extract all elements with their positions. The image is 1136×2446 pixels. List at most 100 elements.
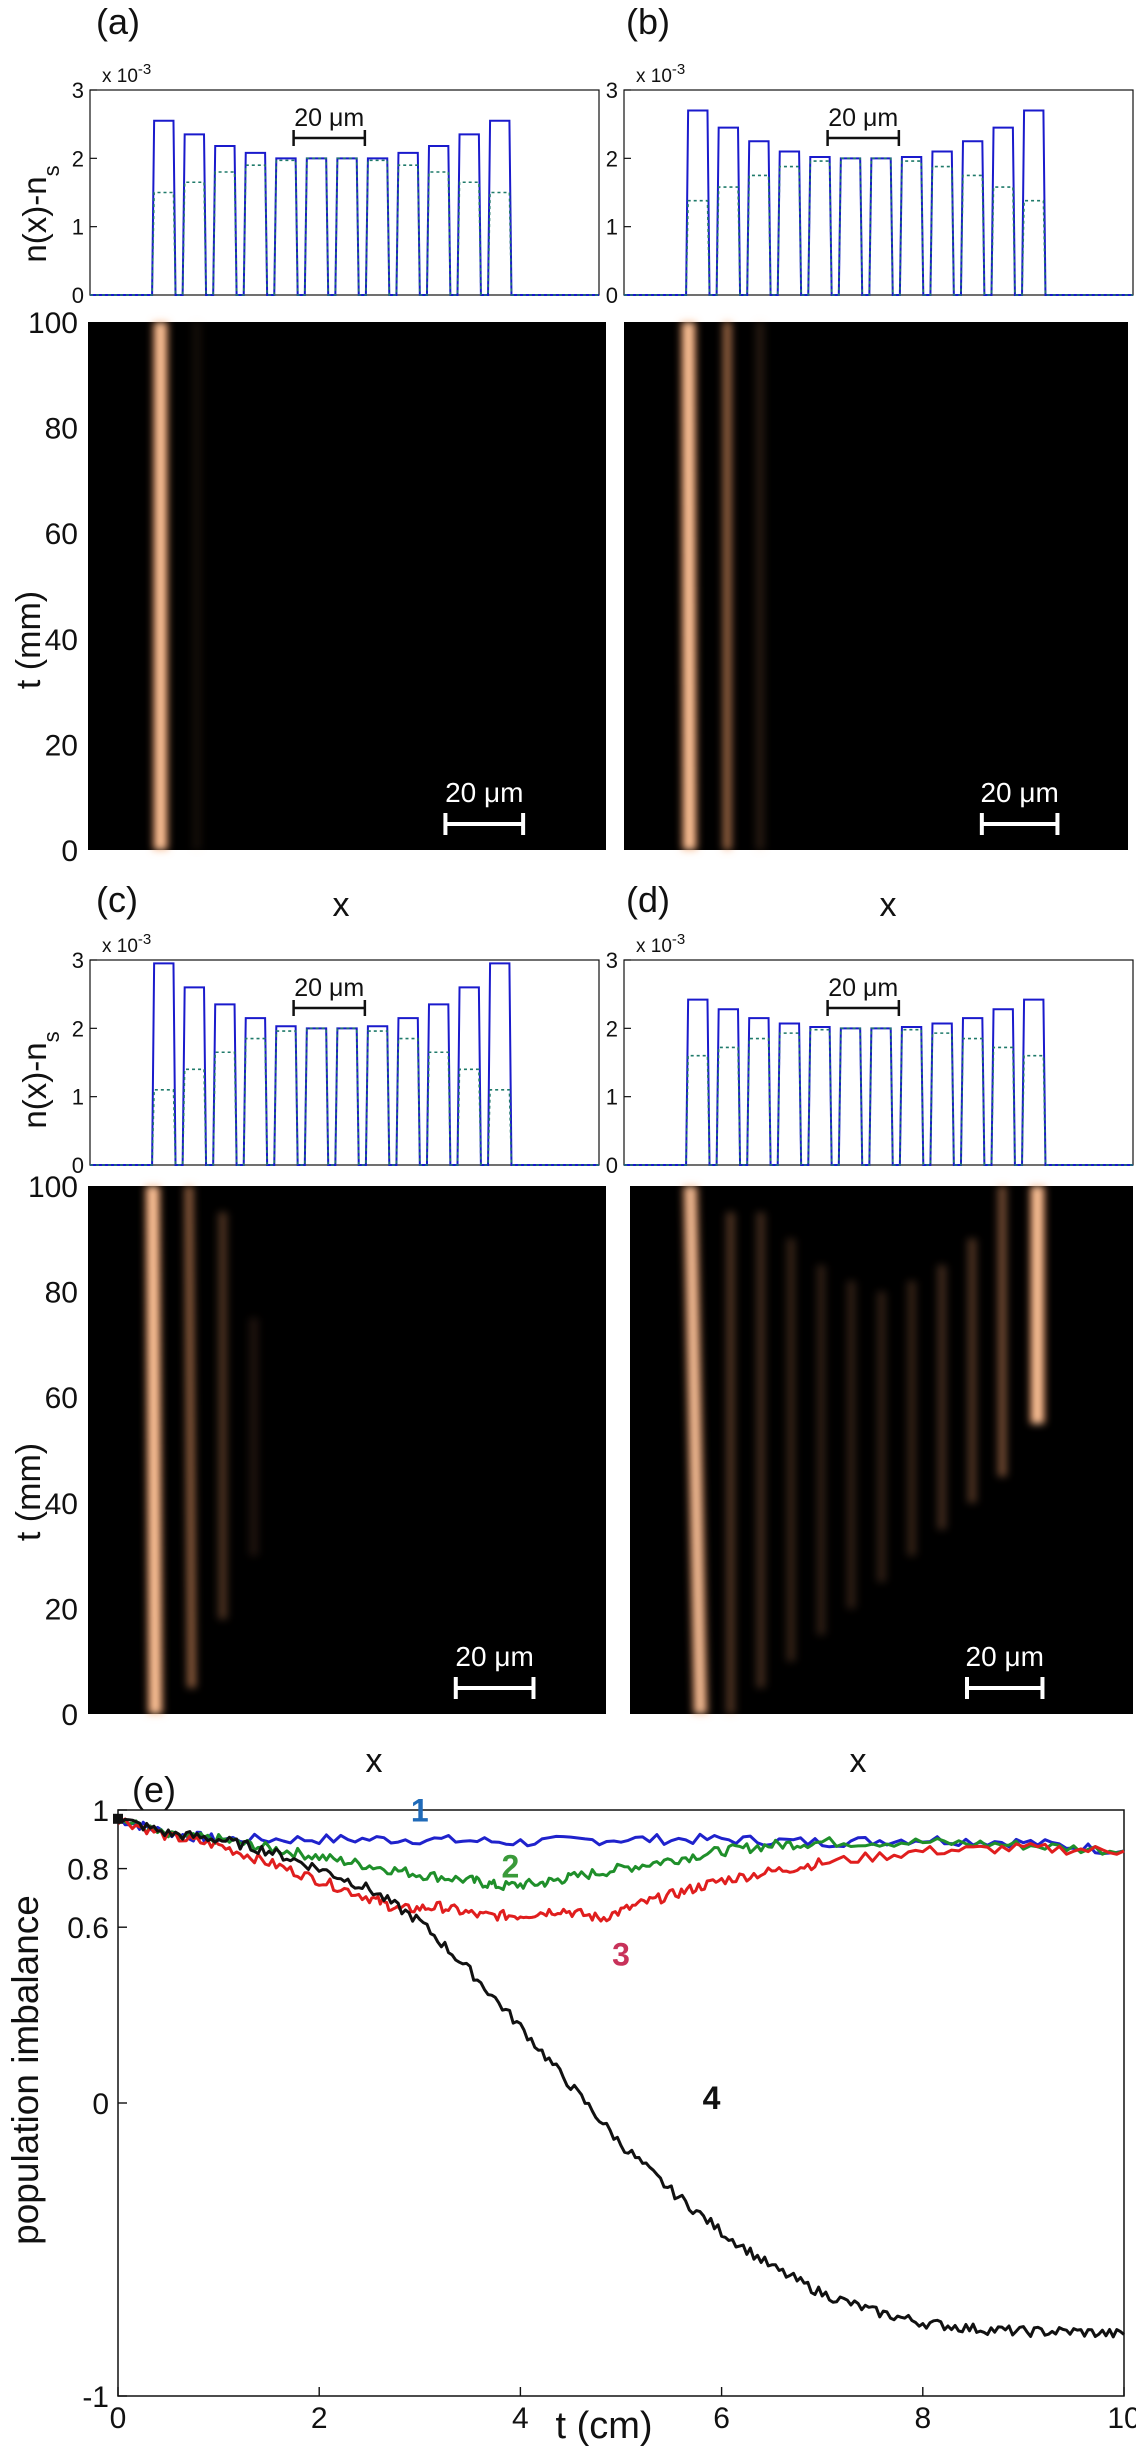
imbalance-series-2-line bbox=[116, 1817, 1125, 1891]
heatmap-b-heat-beam-3 bbox=[755, 322, 765, 850]
profile-a-ytick-label: 3 bbox=[72, 78, 84, 103]
heatmap-a-heat: 0 20 40 60 80 100 20 μm bbox=[28, 307, 606, 868]
panel-label-e: (e) bbox=[132, 1769, 176, 1810]
profile-b-exponent-power: -3 bbox=[672, 61, 685, 78]
imbalance-series-4-line bbox=[117, 1817, 1125, 2339]
heatmap-b-heat-beam-1-core bbox=[685, 322, 693, 850]
heatmap-c-heat-ytick-label: 20 bbox=[45, 1593, 78, 1626]
heatmap-c-heat-ytick-label: 0 bbox=[61, 1699, 78, 1732]
heatmap-d-heat-beam-11 bbox=[997, 1186, 1007, 1477]
panel-label-d: (d) bbox=[626, 879, 670, 920]
profile-a-ytick-label: 0 bbox=[72, 283, 84, 308]
profile-c: 0 1 2 3 x 10-3 20 μm bbox=[72, 931, 600, 1178]
heatmap-d-heat-beam-4 bbox=[786, 1238, 796, 1662]
profile-a-exponent-base: x 10 bbox=[102, 66, 138, 87]
heatmap-a-heat-ytick-label: 20 bbox=[45, 729, 78, 762]
heat-c-xlabel-upper: x bbox=[333, 886, 350, 924]
profile-b-exponent: x 10-3 bbox=[636, 61, 685, 87]
heatmap-a-heat-background bbox=[88, 322, 606, 850]
imbalance-xtick-label: 6 bbox=[713, 2402, 730, 2435]
profile-d-exponent-base: x 10 bbox=[636, 936, 672, 957]
heatmap-c-heat-ytick-label: 40 bbox=[45, 1488, 78, 1521]
heatmap-a-heat-ytick-label: 0 bbox=[61, 835, 78, 868]
panel-label-b: (b) bbox=[626, 1, 670, 42]
profile-a-ylabel: n(x)-ns bbox=[16, 165, 64, 262]
imbalance-xtick-label: 10 bbox=[1107, 2402, 1136, 2435]
heatmap-a-heat-ytick-label: 60 bbox=[45, 518, 78, 551]
profile-d-scale-label: 20 μm bbox=[828, 974, 898, 1002]
profile-b-solid-line bbox=[624, 109, 1133, 296]
profile-a-exponent: x 10-3 bbox=[102, 61, 151, 87]
heatmap-b-heat-beams bbox=[681, 322, 765, 850]
heatmap-a-heat-beam-1-core bbox=[157, 322, 164, 850]
imbalance-ytick-label: 0 bbox=[92, 2088, 109, 2121]
profile-c-ytick-label: 3 bbox=[72, 948, 84, 973]
profile-c-ylabel-main: n(x)-n bbox=[16, 1042, 53, 1128]
heat-d-xlabel-upper: x bbox=[880, 886, 897, 924]
profile-c-ylabel: n(x)-ns bbox=[16, 1031, 64, 1128]
heatmap-c-heat-scale-label: 20 μm bbox=[455, 1641, 533, 1672]
imbalance-start-marker bbox=[113, 1813, 123, 1824]
profile-a-ytick-label: 1 bbox=[72, 215, 84, 240]
profile-a-ytick-label: 2 bbox=[72, 146, 84, 171]
heatmap-a-heat-ytick-label: 100 bbox=[28, 307, 78, 340]
profile-b: 0 1 2 3 x 10-3 20 μm bbox=[606, 61, 1134, 308]
heatmap-b-heat: 20 μm bbox=[624, 322, 1128, 850]
heatmap-c-heat-beams bbox=[145, 1186, 259, 1714]
imbalance-ytick-label: 1 bbox=[92, 1795, 109, 1828]
heatmap-d-heat-beam-6 bbox=[846, 1281, 856, 1609]
heatmap-c-heat-beam-4 bbox=[249, 1318, 259, 1556]
imbalance-series-3-label: 3 bbox=[612, 1936, 630, 1972]
imbalance-series-3-line bbox=[116, 1817, 1125, 1923]
heatmap-a-heat-ytick-label: 40 bbox=[45, 624, 78, 657]
heatmap-d-heat-beam-9 bbox=[937, 1265, 947, 1530]
profile-b-ytick-label: 0 bbox=[606, 283, 618, 308]
heatmap-c-heat: 0 20 40 60 80 100 20 μm bbox=[28, 1171, 606, 1732]
heat-a-ylabel: t (mm) bbox=[10, 591, 48, 689]
panel-label-c: (c) bbox=[96, 879, 138, 920]
heatmap-d-heat-beam-8 bbox=[907, 1281, 917, 1556]
heatmap-c-heat-beam-2 bbox=[184, 1186, 197, 1688]
profile-d-ytick-label: 3 bbox=[606, 948, 618, 973]
heatmap-d-heat-beam-2 bbox=[726, 1212, 736, 1714]
profile-a-scale-label: 20 μm bbox=[294, 104, 364, 132]
heatmap-d-heat-scale-label: 20 μm bbox=[966, 1641, 1044, 1672]
panel-label-a: (a) bbox=[96, 1, 140, 42]
profile-c-ytick-label: 0 bbox=[72, 1153, 84, 1178]
heatmap-a-heat-beams bbox=[153, 322, 202, 850]
profile-a-ylabel-main: n(x)-n bbox=[16, 176, 53, 262]
profile-b-ytick-label: 1 bbox=[606, 215, 618, 240]
profile-c-scale-label: 20 μm bbox=[294, 974, 364, 1002]
profile-c-ylabel-sub: s bbox=[39, 1031, 64, 1042]
heatmap-b-heat-background bbox=[624, 322, 1128, 850]
profile-d-exponent: x 10-3 bbox=[636, 931, 685, 957]
profile-d-exponent-power: -3 bbox=[672, 931, 685, 948]
profile-d-ytick-label: 0 bbox=[606, 1153, 618, 1178]
profile-c-exponent: x 10-3 bbox=[102, 931, 151, 957]
profile-d: 0 1 2 3 x 10-3 20 μm bbox=[606, 931, 1134, 1178]
profile-b-exponent-base: x 10 bbox=[636, 66, 672, 87]
imbalance-ytick-label: -1 bbox=[82, 2381, 109, 2414]
profile-a: 0 1 2 3 x 10-3 20 μm bbox=[72, 61, 600, 308]
heatmap-d-heat-beam-1-core bbox=[687, 1186, 704, 1714]
heatmap-d-heat: 20 μm bbox=[630, 1186, 1133, 1714]
heatmap-a-heat-scale-label: 20 μm bbox=[445, 777, 523, 808]
heat-c-ylabel: t (mm) bbox=[10, 1443, 48, 1541]
heatmap-d-heat-beam-5 bbox=[816, 1265, 826, 1635]
profile-a-exponent-power: -3 bbox=[138, 61, 151, 78]
heat-d-xlabel: x bbox=[850, 1742, 867, 1780]
imbalance-series-4-label: 4 bbox=[703, 2080, 721, 2116]
imbalance-ytick-label: 0.6 bbox=[67, 1912, 109, 1945]
heatmap-c-heat-ytick-label: 60 bbox=[45, 1382, 78, 1415]
heat-c-xlabel: x bbox=[366, 1742, 383, 1780]
profile-a-dashed-line bbox=[90, 157, 599, 296]
heatmap-d-heat-beam-7 bbox=[877, 1291, 886, 1582]
imbalance-series-2-label: 2 bbox=[501, 1848, 519, 1884]
heatmap-b-heat-scale-label: 20 μm bbox=[980, 777, 1058, 808]
imbalance-xtick-label: 0 bbox=[110, 2402, 127, 2435]
imbalance-xlabel: t (cm) bbox=[555, 2405, 652, 2446]
profile-b-scale-label: 20 μm bbox=[828, 104, 898, 132]
profile-c-exponent-power: -3 bbox=[138, 931, 151, 948]
